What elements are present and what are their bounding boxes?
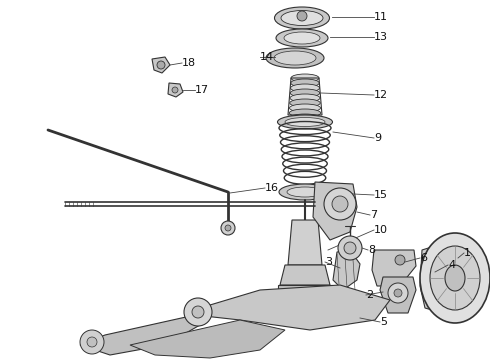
Ellipse shape — [290, 94, 320, 102]
Polygon shape — [313, 182, 357, 240]
Ellipse shape — [445, 265, 465, 291]
Text: 18: 18 — [182, 58, 196, 68]
Polygon shape — [380, 277, 416, 313]
Polygon shape — [333, 250, 360, 290]
Polygon shape — [130, 320, 285, 358]
Ellipse shape — [287, 187, 323, 197]
Ellipse shape — [289, 109, 321, 117]
Circle shape — [297, 11, 307, 21]
Text: 12: 12 — [374, 90, 388, 100]
Polygon shape — [168, 83, 183, 97]
Text: 7: 7 — [370, 210, 377, 220]
Polygon shape — [278, 285, 332, 295]
Ellipse shape — [274, 7, 329, 29]
Polygon shape — [152, 57, 170, 73]
Circle shape — [157, 61, 165, 69]
Polygon shape — [288, 220, 322, 265]
Ellipse shape — [281, 10, 323, 26]
Text: 3: 3 — [325, 257, 332, 267]
Ellipse shape — [276, 29, 328, 47]
Text: 16: 16 — [265, 183, 279, 193]
Circle shape — [184, 298, 212, 326]
Text: 9: 9 — [374, 133, 381, 143]
Circle shape — [221, 221, 235, 235]
Ellipse shape — [266, 48, 324, 68]
Circle shape — [344, 242, 356, 254]
Circle shape — [394, 289, 402, 297]
Ellipse shape — [420, 233, 490, 323]
Text: 1: 1 — [464, 248, 471, 258]
Circle shape — [332, 196, 348, 212]
Circle shape — [172, 87, 178, 93]
Circle shape — [80, 330, 104, 354]
Ellipse shape — [290, 104, 320, 112]
Polygon shape — [280, 265, 330, 285]
Circle shape — [338, 236, 362, 260]
Polygon shape — [282, 295, 328, 305]
Text: 13: 13 — [374, 32, 388, 42]
Polygon shape — [420, 246, 442, 310]
Polygon shape — [195, 285, 390, 330]
Text: 17: 17 — [195, 85, 209, 95]
Text: 10: 10 — [374, 225, 388, 235]
Ellipse shape — [277, 115, 333, 129]
Polygon shape — [80, 315, 200, 355]
Text: 5: 5 — [380, 317, 387, 327]
Text: 14: 14 — [260, 52, 274, 62]
Polygon shape — [372, 250, 416, 286]
Circle shape — [225, 225, 231, 231]
Text: 8: 8 — [368, 245, 375, 255]
Text: 6: 6 — [420, 253, 427, 263]
Ellipse shape — [279, 184, 331, 200]
Ellipse shape — [291, 74, 319, 82]
Ellipse shape — [285, 117, 325, 126]
Circle shape — [388, 283, 408, 303]
Ellipse shape — [291, 79, 319, 87]
Ellipse shape — [284, 32, 320, 44]
Ellipse shape — [274, 51, 316, 65]
Ellipse shape — [430, 246, 480, 310]
Circle shape — [87, 337, 97, 347]
Text: 15: 15 — [374, 190, 388, 200]
Text: 2: 2 — [366, 290, 373, 300]
Text: 11: 11 — [374, 12, 388, 22]
Ellipse shape — [289, 114, 321, 122]
Text: 4: 4 — [448, 260, 455, 270]
Circle shape — [395, 255, 405, 265]
Ellipse shape — [290, 99, 320, 107]
Circle shape — [324, 188, 356, 220]
Ellipse shape — [290, 89, 320, 97]
Ellipse shape — [291, 84, 319, 92]
Circle shape — [192, 306, 204, 318]
